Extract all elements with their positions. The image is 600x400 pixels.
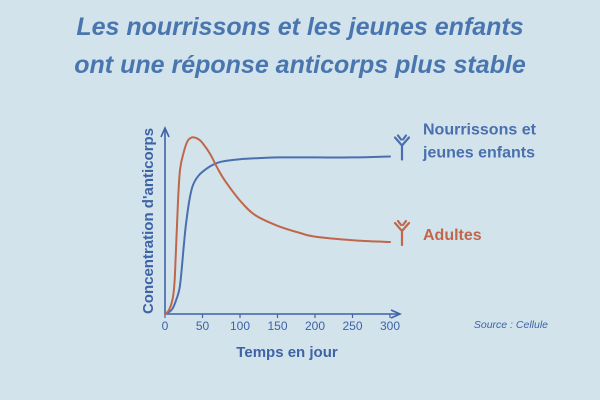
chart-title-line-1: Les nourrissons et les jeunes enfants (76, 13, 523, 41)
y-axis-title: Concentration d'anticorps (140, 128, 157, 314)
series-layer (164, 136, 391, 315)
legend-label-adults: Adultes (423, 227, 482, 244)
legend: Nourrissons et jeunes enfants Adultes (393, 122, 537, 247)
antibody-icon (393, 134, 411, 161)
series-line-adults (164, 136, 391, 315)
series-line-infants (164, 155, 391, 315)
x-ticks: 0 50 100 150 200 250 300 (162, 314, 400, 333)
chart-title-line-2: ont une réponse anticorps plus stable (74, 51, 526, 79)
x-tick-label: 300 (380, 319, 400, 333)
x-axis-title: Temps en jour (236, 344, 338, 361)
x-tick-label: 250 (342, 319, 362, 333)
x-tick-label: 150 (267, 319, 287, 333)
x-tick-label: 50 (196, 319, 210, 333)
x-tick-label: 0 (162, 319, 169, 333)
source-note: Source : Cellule (474, 319, 548, 331)
legend-label-infants: jeunes enfants (422, 145, 535, 162)
x-tick-label: 200 (305, 319, 325, 333)
y-axis-arrow (160, 126, 170, 138)
antibody-icon (393, 219, 411, 247)
x-axis-arrow (390, 309, 402, 319)
x-tick-label: 100 (230, 319, 250, 333)
legend-label-infants: Nourrissons et (423, 122, 537, 139)
